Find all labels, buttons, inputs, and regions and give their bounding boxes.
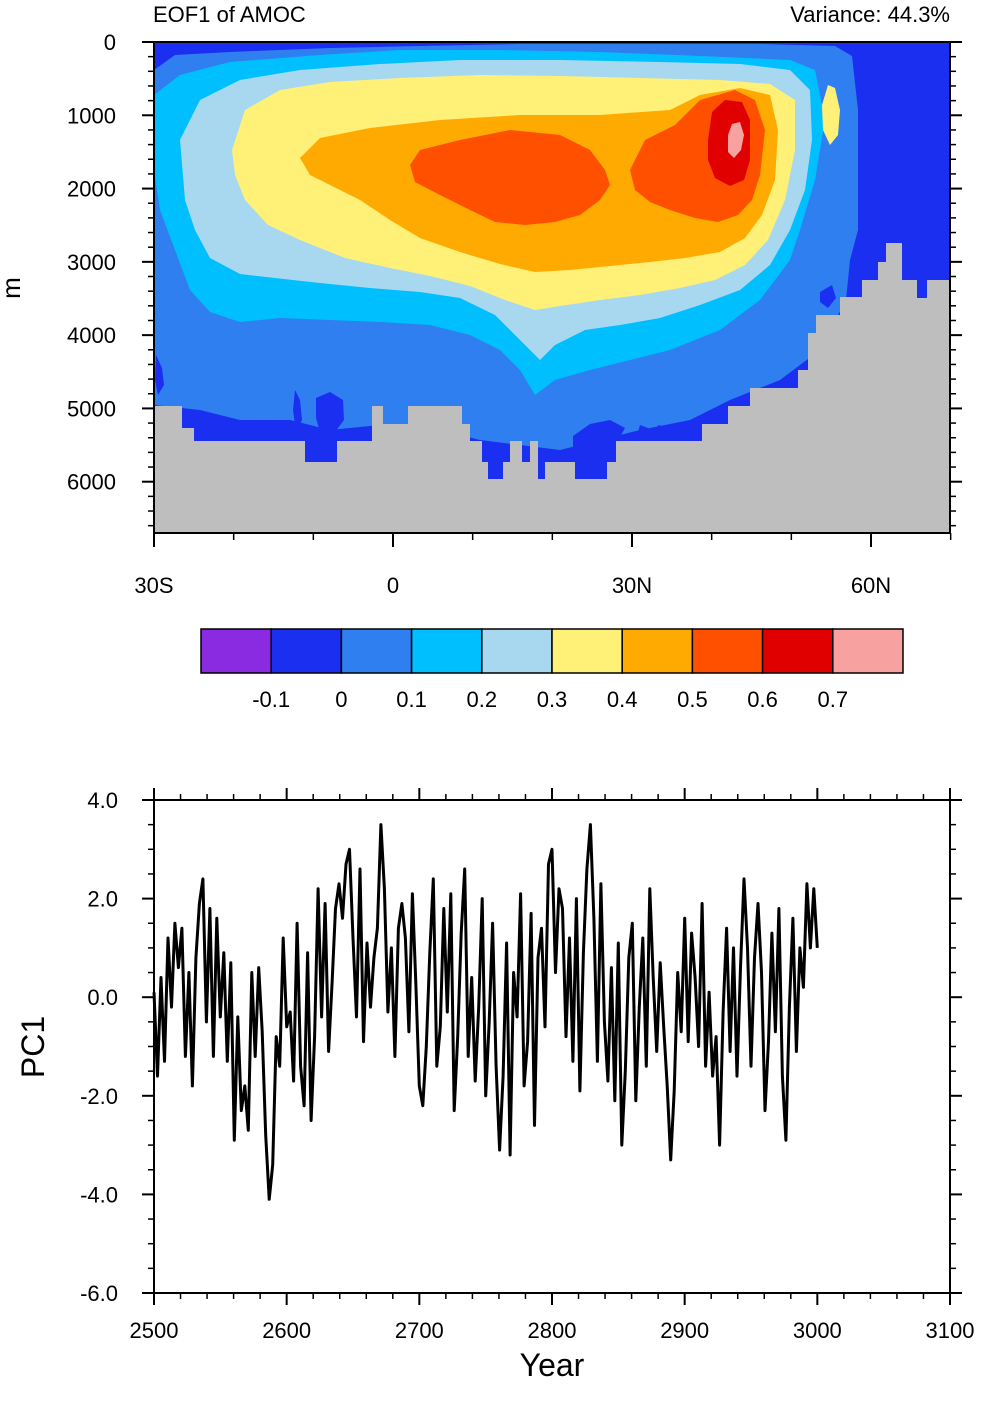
colorbar-label: -0.1: [252, 687, 290, 712]
colorbar-swatch: [621, 628, 694, 674]
eof-ytick-label: 4000: [67, 323, 116, 348]
colorbar-label: 0.2: [467, 687, 498, 712]
contour-field: [154, 42, 950, 533]
pc-xtick-label: 3100: [926, 1318, 975, 1343]
eof-axes: 0 1000 2000 3000 4000 5000 6000 30S 0 30N 60N: [67, 30, 962, 598]
pc-ytick-label: -4.0: [80, 1182, 118, 1207]
pc-ytick-label: 2.0: [87, 887, 118, 912]
pc-xlabel: Year: [520, 1347, 585, 1383]
colorbar-label: 0: [335, 687, 347, 712]
eof-xtick-label: 30S: [134, 573, 173, 598]
variance-label: Variance: 44.3%: [790, 2, 950, 27]
colorbar-swatch: [761, 628, 834, 674]
colorbar-swatch: [410, 628, 483, 674]
colorbar-swatch: [691, 628, 764, 674]
colorbar-swatch: [340, 628, 413, 674]
contour-band-minus0.1-0-patches: [155, 44, 950, 456]
eof-ytick-label: 6000: [67, 470, 116, 495]
colorbar-label: 0.3: [537, 687, 568, 712]
colorbar-swatch: [270, 628, 343, 674]
contour-band-0.3-0.4-north: [822, 85, 840, 145]
pc-ytick-label: -2.0: [80, 1084, 118, 1109]
eof-xtick-label: 30N: [612, 573, 652, 598]
pc-xtick-label: 2900: [660, 1318, 709, 1343]
colorbar-swatch: [481, 628, 553, 674]
pc-ylabel: PC1: [15, 1016, 51, 1078]
eof-ytick-label: 3000: [67, 250, 116, 275]
pc-xtick-label: 2500: [130, 1318, 179, 1343]
pc-ytick-label: -6.0: [80, 1281, 118, 1306]
pc-panel: 2500 2600 2700 2800 2900 3000 3100 4.0 2.0 0.0 -2.…: [15, 788, 974, 1383]
colorbar-label: 0.4: [607, 687, 638, 712]
pc-xtick-label: 3000: [793, 1318, 842, 1343]
eof-xtick-label: 0: [387, 573, 399, 598]
eof-ytick-label: 2000: [67, 177, 116, 202]
eof-panel: EOF1 of AMOC Variance: 44.3% 0 1000 2000 30…: [0, 2, 962, 598]
eof-title: EOF1 of AMOC: [153, 2, 306, 27]
ocean-bottom-topography: [154, 243, 950, 533]
colorbar-label: 0.6: [747, 687, 778, 712]
colorbar-swatch: [551, 628, 623, 674]
eof-xtick-label: 60N: [851, 573, 891, 598]
pc-ytick-label: 0.0: [87, 985, 118, 1010]
pc-ytick-label: 4.0: [87, 788, 118, 813]
colorbar-swatch: [200, 628, 272, 674]
eof-ytick-label: 0: [104, 30, 116, 55]
colorbar: -0.1 0 0.1 0.2 0.3 0.4 0.5 0.6 0.7: [200, 628, 904, 712]
eof-ytick-label: 5000: [67, 396, 116, 421]
colorbar-swatch: [832, 628, 904, 674]
pc-xtick-label: 2700: [395, 1318, 444, 1343]
eof-ytick-label: 1000: [67, 103, 116, 128]
pc-xtick-label: 2800: [528, 1318, 577, 1343]
contour-band-0.5-0.6: [410, 90, 765, 225]
pc-axes: 2500 2600 2700 2800 2900 3000 3100 4.0 2.0 0.0 -2.…: [80, 788, 974, 1343]
colorbar-label: 0.1: [396, 687, 427, 712]
contour-band-0.7-plus: [728, 122, 744, 158]
eof-ylabel: m: [0, 277, 26, 299]
pc-xtick-label: 2600: [262, 1318, 311, 1343]
colorbar-label: 0.7: [818, 687, 849, 712]
pc1-series-line: [152, 823, 819, 1201]
colorbar-label: 0.5: [677, 687, 708, 712]
